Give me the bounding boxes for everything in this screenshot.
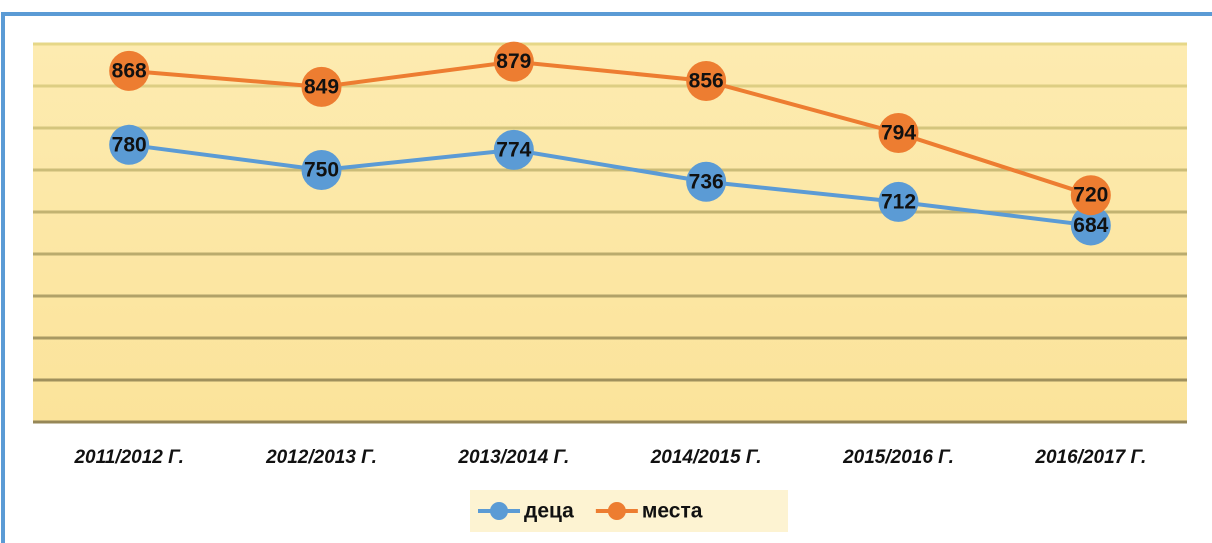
x-tick-label: 2014/2015 Г. <box>650 447 762 468</box>
marker <box>493 129 534 170</box>
data-label: 736 <box>689 170 724 193</box>
series-line <box>128 142 1092 228</box>
marker <box>493 41 534 82</box>
marker <box>878 181 919 222</box>
data-label: 684 <box>1073 214 1108 237</box>
data-label: 774 <box>496 138 531 161</box>
data-label: 780 <box>112 133 147 156</box>
marker <box>878 113 919 154</box>
data-label: 879 <box>496 50 531 73</box>
marker <box>1070 175 1111 216</box>
marker <box>109 50 150 91</box>
frame <box>1 12 1212 543</box>
marker <box>109 124 150 165</box>
x-tick-label: 2013/2014 Г. <box>457 447 569 468</box>
data-label: 868 <box>112 59 147 82</box>
marker <box>1070 205 1111 246</box>
marker <box>686 60 727 101</box>
marker <box>301 150 342 190</box>
legend-marker <box>490 502 508 520</box>
marker <box>301 66 342 107</box>
x-tick-label: 2012/2013 Г. <box>265 447 377 468</box>
plot-area <box>33 44 1187 422</box>
x-tick-label: 2016/2017 Г. <box>1034 447 1146 468</box>
data-label: 856 <box>689 70 724 93</box>
data-label: 720 <box>1073 184 1108 207</box>
data-label: 794 <box>881 122 916 145</box>
x-tick-label: 2011/2012 Г. <box>73 447 183 468</box>
marker <box>686 161 727 202</box>
data-label: 750 <box>304 159 339 182</box>
x-tick-label: 2015/2016 Г. <box>842 447 954 468</box>
legend-label: деца <box>524 500 574 523</box>
series-line <box>129 59 1092 198</box>
legend-marker <box>607 502 626 520</box>
data-label: 712 <box>881 190 916 213</box>
legend-label: места <box>642 500 703 523</box>
data-label: 849 <box>304 75 339 98</box>
